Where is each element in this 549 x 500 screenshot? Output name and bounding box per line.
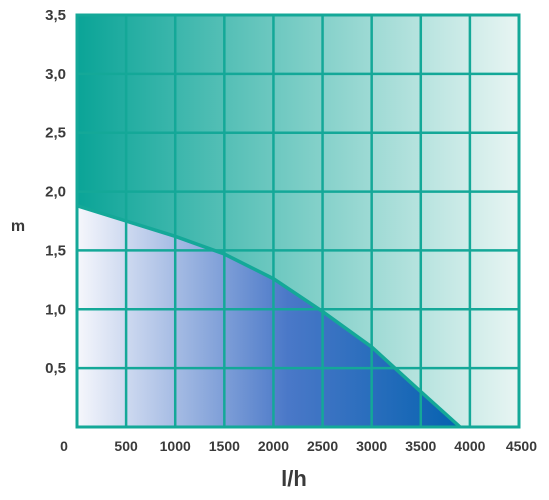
y-tick-label: 0,5 <box>45 360 66 377</box>
x-axis-label: l/h <box>281 466 307 491</box>
x-tick-label: 3500 <box>405 438 436 454</box>
origin-label: 0 <box>60 438 68 454</box>
grid <box>77 15 519 427</box>
y-tick-label: 2,5 <box>45 125 66 142</box>
x-tick-label: 4000 <box>454 438 485 454</box>
y-tick-label: 3,5 <box>45 7 66 24</box>
performance-curve <box>76 204 462 429</box>
y-tick-labels: 0,5 1,0 1,5 2,0 2,5 3,0 3,5 <box>45 7 66 377</box>
x-tick-label: 1500 <box>209 438 240 454</box>
x-tick-label: 500 <box>114 438 138 454</box>
x-tick-label: 2000 <box>258 438 289 454</box>
y-tick-label: 1,0 <box>45 301 66 318</box>
performance-area <box>77 205 461 427</box>
y-axis-label: m <box>11 218 25 235</box>
plot-frame <box>75 13 521 429</box>
x-tick-labels: 500 1000 1500 2000 2500 3000 3500 4000 4500 <box>114 438 537 454</box>
y-tick-label: 2,0 <box>45 184 66 201</box>
x-tick-label: 2500 <box>307 438 338 454</box>
x-tick-label: 3000 <box>356 438 387 454</box>
x-tick-label: 1000 <box>160 438 191 454</box>
y-tick-label: 3,0 <box>45 66 66 83</box>
y-tick-label: 1,5 <box>45 242 66 259</box>
x-tick-label: 4500 <box>506 438 537 454</box>
